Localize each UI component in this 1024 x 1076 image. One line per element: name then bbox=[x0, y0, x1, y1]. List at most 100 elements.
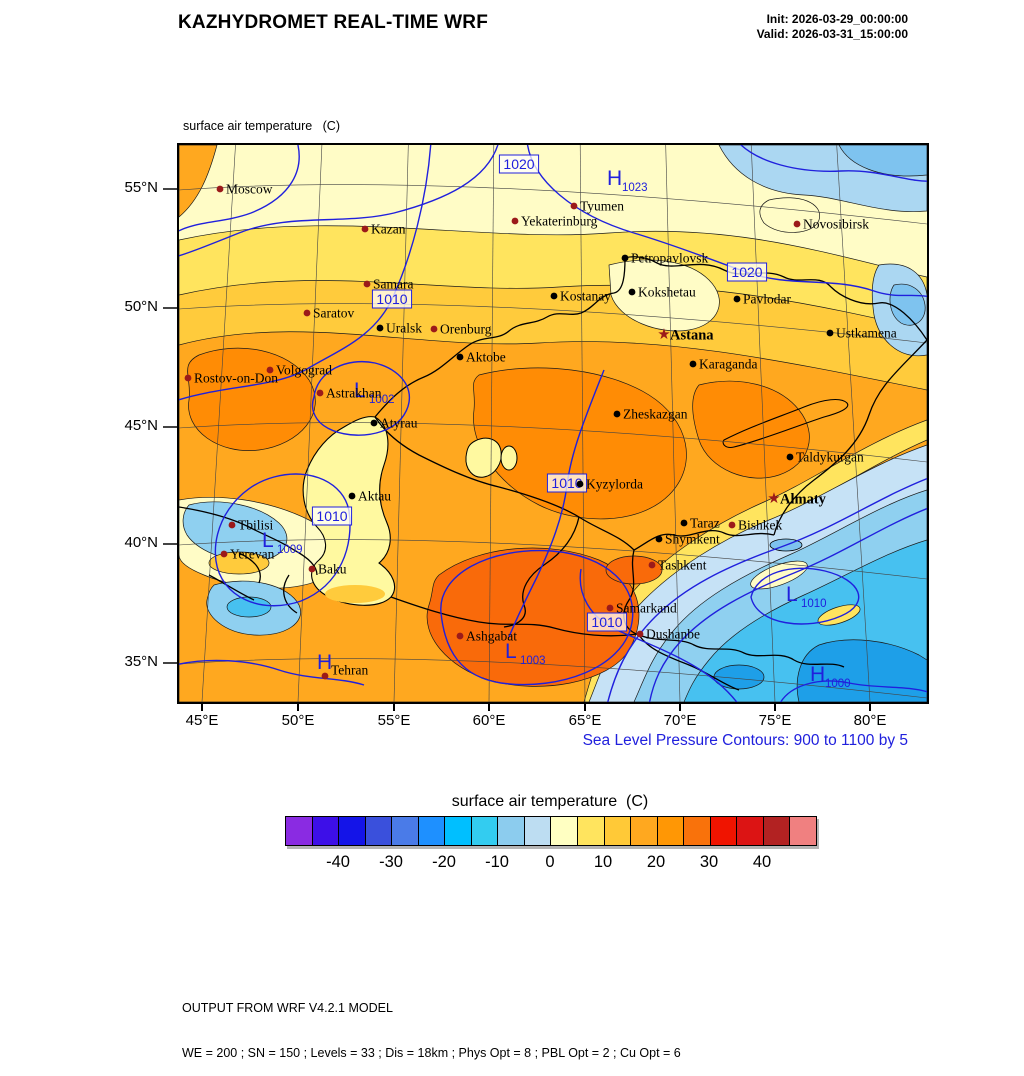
lat-tick-label: 40°N bbox=[124, 534, 158, 551]
city-label: Kokshetau bbox=[638, 285, 696, 300]
city-dot-marker bbox=[216, 185, 224, 193]
city: Petropavlovsk bbox=[621, 251, 708, 266]
valid-time: Valid: 2026-03-31_15:00:00 bbox=[756, 27, 908, 41]
colorbar-tick-label: -20 bbox=[432, 853, 456, 871]
pressure-value-label: 1010 bbox=[546, 473, 588, 493]
lon-tick-label: 80°E bbox=[853, 712, 887, 729]
pressure-center-h: H bbox=[317, 651, 332, 674]
parallel-line bbox=[179, 303, 927, 344]
lat-tick-mark bbox=[163, 543, 177, 545]
lat-tick-label: 35°N bbox=[124, 653, 158, 670]
city-dot-marker bbox=[303, 309, 311, 317]
city-dot-marker bbox=[363, 280, 371, 288]
city-dot-marker bbox=[689, 360, 697, 368]
lon-tick-mark bbox=[584, 702, 586, 711]
colorbar-cell bbox=[286, 817, 313, 845]
lon-tick-mark bbox=[774, 702, 776, 711]
city-label: Moscow bbox=[226, 182, 273, 197]
pressure-center-letter: L bbox=[786, 583, 798, 606]
city: ★ Almaty bbox=[767, 491, 826, 508]
pressure-value-label: 1020 bbox=[498, 154, 540, 174]
pressure-center-value: 1009 bbox=[277, 544, 303, 556]
city-label: Yekaterinburg bbox=[521, 214, 598, 229]
city-label: Shymkent bbox=[665, 532, 720, 547]
temperature-shading bbox=[179, 145, 927, 702]
meridian-line bbox=[297, 145, 323, 702]
city-dot-marker bbox=[728, 521, 736, 529]
city-label: Taraz bbox=[690, 516, 720, 531]
pressure-value-box bbox=[498, 154, 540, 174]
colorbar-cell bbox=[365, 817, 393, 845]
city-dot-marker bbox=[655, 535, 663, 543]
city-label: Aktobe bbox=[466, 350, 506, 365]
lat-tick-label: 50°N bbox=[124, 298, 158, 315]
city-label: Orenburg bbox=[440, 322, 492, 337]
lat-tick-mark bbox=[163, 307, 177, 309]
pressure-value-box bbox=[311, 506, 353, 526]
colorbar-cell bbox=[631, 817, 658, 845]
pressure-value-label: 1020 bbox=[726, 262, 768, 282]
city: Ustkamena bbox=[826, 326, 897, 341]
city: Volgograd bbox=[266, 363, 332, 378]
map-frame: 1020 1020 1010 1010 1010 1010 H 1023 L 1002 L 1009 L… bbox=[177, 143, 929, 704]
lon-tick-mark bbox=[869, 702, 871, 711]
parallel-line bbox=[179, 539, 927, 580]
lon-tick-mark bbox=[488, 702, 490, 711]
colorbar-tick-label: -40 bbox=[326, 853, 350, 871]
colorbar-tick-label: -10 bbox=[485, 853, 509, 871]
city: Rostov-on-Don bbox=[184, 371, 278, 386]
city-label: Tbilisi bbox=[238, 518, 274, 533]
city: Tashkent bbox=[648, 558, 707, 573]
colorbar-cell bbox=[524, 817, 552, 845]
pressure-value-box bbox=[546, 473, 588, 493]
pressure-contour-caption: Sea Level Pressure Contours: 900 to 1100… bbox=[582, 732, 908, 749]
pressure-center-l: L 1002 bbox=[354, 379, 395, 406]
lon-tick-label: 55°E bbox=[377, 712, 411, 729]
pressure-value-text: 1020 bbox=[503, 156, 534, 172]
city-label: Tashkent bbox=[658, 558, 707, 573]
lat-tick-label: 55°N bbox=[124, 179, 158, 196]
lon-tick-mark bbox=[297, 702, 299, 711]
colorbar-cell bbox=[551, 817, 579, 845]
colorbar-tick-label: -30 bbox=[379, 853, 403, 871]
pressure-value-box bbox=[371, 289, 413, 309]
colorbar-tick-label: 10 bbox=[593, 853, 613, 871]
colorbar-cell bbox=[710, 817, 738, 845]
city: Samarkand bbox=[606, 601, 677, 616]
city-dot-marker bbox=[316, 389, 324, 397]
meridian-line bbox=[750, 145, 776, 702]
pressure-center-value: 1023 bbox=[622, 182, 648, 194]
pressure-value-label: 1010 bbox=[311, 506, 353, 526]
pressure-value-box bbox=[726, 262, 768, 282]
city-dot-marker bbox=[680, 519, 688, 527]
lon-tick-label: 45°E bbox=[185, 712, 219, 729]
city: Saratov bbox=[303, 306, 354, 321]
city-dot-marker bbox=[308, 565, 316, 573]
pressure-value-text: 1020 bbox=[731, 264, 762, 280]
city-label: Tyumen bbox=[580, 199, 624, 214]
city-label: Karaganda bbox=[699, 357, 757, 372]
parallel-line bbox=[179, 658, 927, 699]
meridian-line bbox=[665, 145, 681, 702]
city-dot-marker bbox=[456, 353, 464, 361]
temperature-field-label: surface air temperature (C) bbox=[183, 119, 340, 133]
city-label: Ashgabat bbox=[466, 629, 517, 644]
city-label: Almaty bbox=[780, 492, 827, 508]
city: Tehran bbox=[321, 663, 369, 680]
city-label: Astana bbox=[670, 328, 714, 344]
city: Astrakhan bbox=[316, 386, 382, 401]
city: Moscow bbox=[216, 182, 273, 197]
city: Yerevan bbox=[220, 547, 275, 562]
city-star-marker: ★ bbox=[657, 327, 670, 343]
city-label: Novosibirsk bbox=[803, 217, 869, 232]
city-dot-marker bbox=[184, 374, 192, 382]
city-dot-marker bbox=[430, 325, 438, 333]
city: Zheskazgan bbox=[613, 407, 688, 422]
pressure-center-value: 1000 bbox=[825, 678, 851, 690]
city-dot-marker bbox=[621, 254, 629, 262]
colorbar-cell bbox=[312, 817, 340, 845]
city-label: Petropavlovsk bbox=[631, 251, 708, 266]
city: Pavlodar bbox=[733, 292, 791, 307]
city: Orenburg bbox=[430, 322, 492, 337]
